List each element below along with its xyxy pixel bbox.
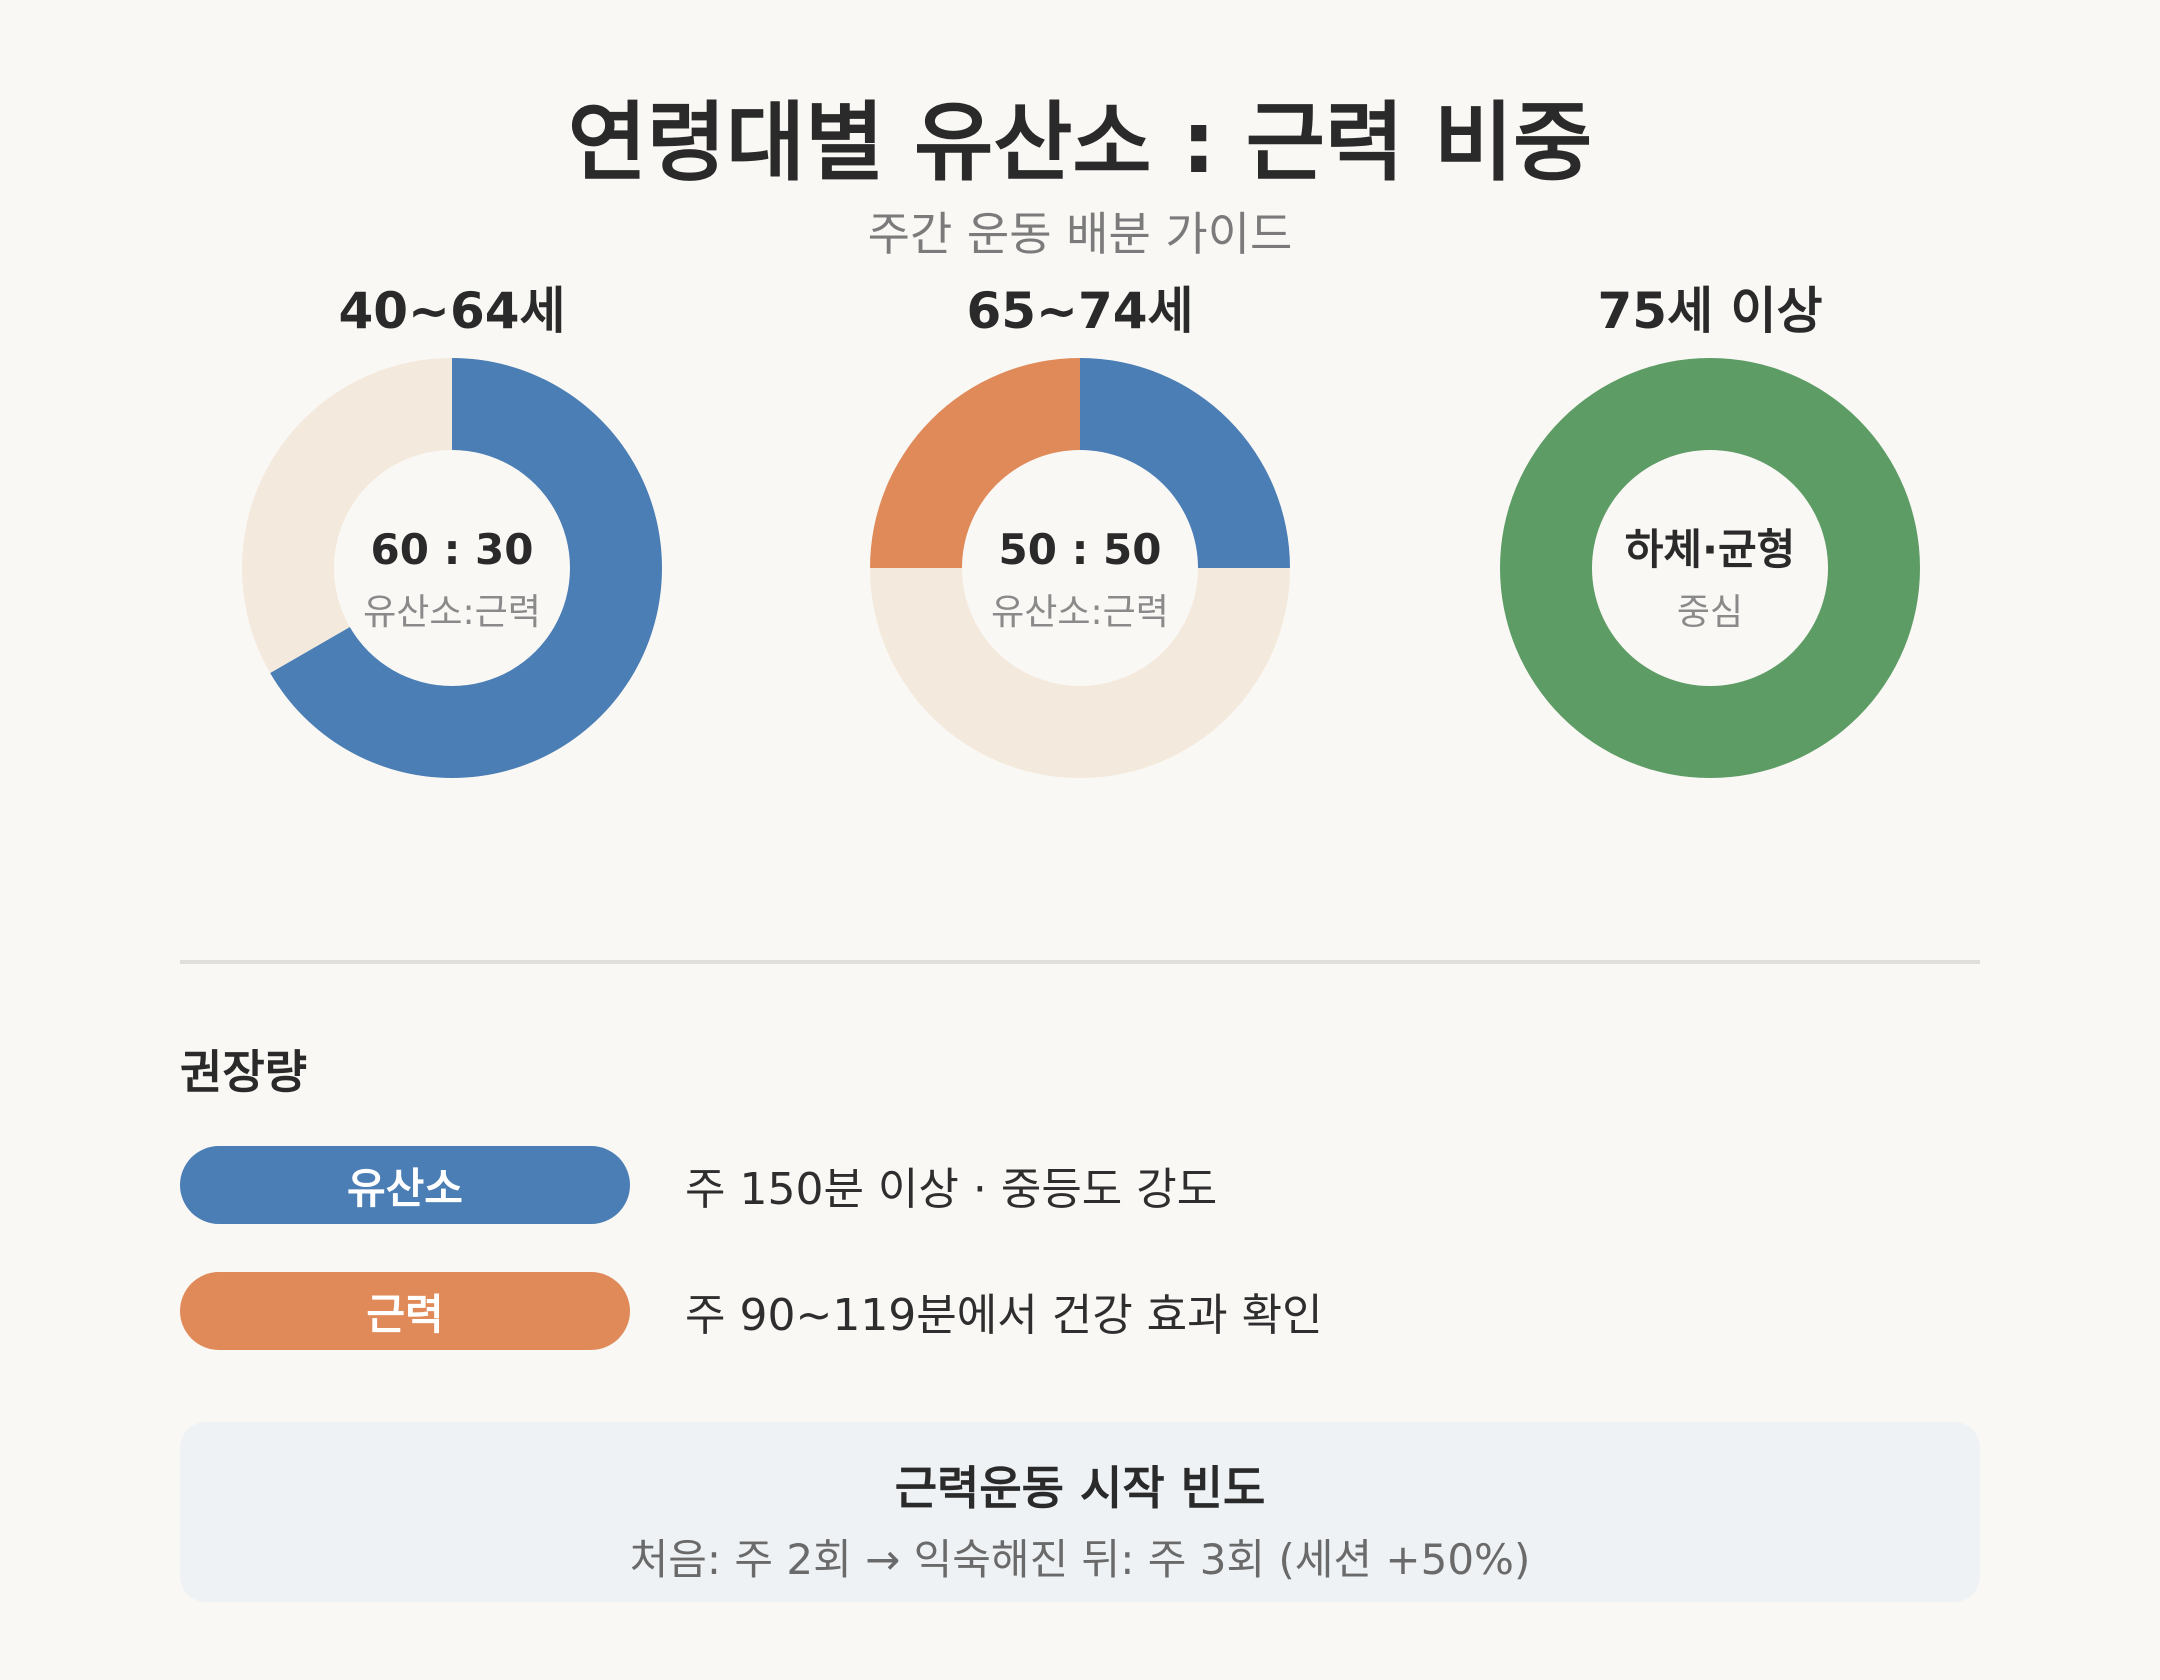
section-divider: [180, 960, 1980, 964]
frequency-title: 근력운동 시작 빈도: [894, 1461, 1266, 1515]
recommendation-row-cardio: 유산소 주 150분 이상 · 중등도 강도: [180, 1146, 1217, 1224]
donut-slice-2-3: [870, 358, 1080, 568]
donut-slice-2-1: [1080, 358, 1290, 568]
cardio-pill: 유산소: [180, 1146, 630, 1224]
donut-slice-3-1: [1500, 358, 1920, 778]
strength-recommendation-text: 주 90~119분에서 건강 효과 확인: [685, 1290, 1323, 1341]
donut-slice-1-2: [242, 358, 452, 673]
donut-center-label: 유산소:근력: [991, 592, 1169, 633]
donut-center-value: 50 : 50: [999, 525, 1162, 574]
frequency-text: 처음: 주 2회 → 익숙해진 뒤: 주 3회 (세션 +50%): [629, 1535, 1531, 1584]
age-group-label: 65~74세: [966, 282, 1193, 340]
recommendation-row-strength: 근력 주 90~119분에서 건강 효과 확인: [180, 1272, 1323, 1350]
age-group-label: 40~64세: [338, 282, 565, 340]
recommendation-heading: 권장량: [180, 1045, 307, 1099]
donut-center-label: 유산소:근력: [363, 592, 541, 633]
cardio-recommendation-text: 주 150분 이상 · 중등도 강도: [685, 1164, 1218, 1215]
page-subtitle: 주간 운동 배분 가이드: [867, 207, 1293, 261]
donut-center-value: 하체·균형: [1625, 525, 1796, 574]
donut-slice-1-1: [270, 358, 662, 778]
frequency-box: 근력운동 시작 빈도 처음: 주 2회 → 익숙해진 뒤: 주 3회 (세션 +…: [180, 1422, 1980, 1602]
donut-center-label: 중심: [1677, 592, 1743, 633]
donut-slice-2-2: [870, 568, 1290, 778]
age-group-label: 75세 이상: [1598, 282, 1823, 340]
donut-center-value: 60 : 30: [371, 525, 534, 574]
donut-charts: 40~64세 60 : 30 유산소:근력 65~74세 50 : 50 유산소:근력 75…: [242, 282, 1920, 778]
strength-pill: 근력: [180, 1272, 630, 1350]
page-title: 연령대별 유산소 : 근력 비중: [567, 93, 1593, 193]
